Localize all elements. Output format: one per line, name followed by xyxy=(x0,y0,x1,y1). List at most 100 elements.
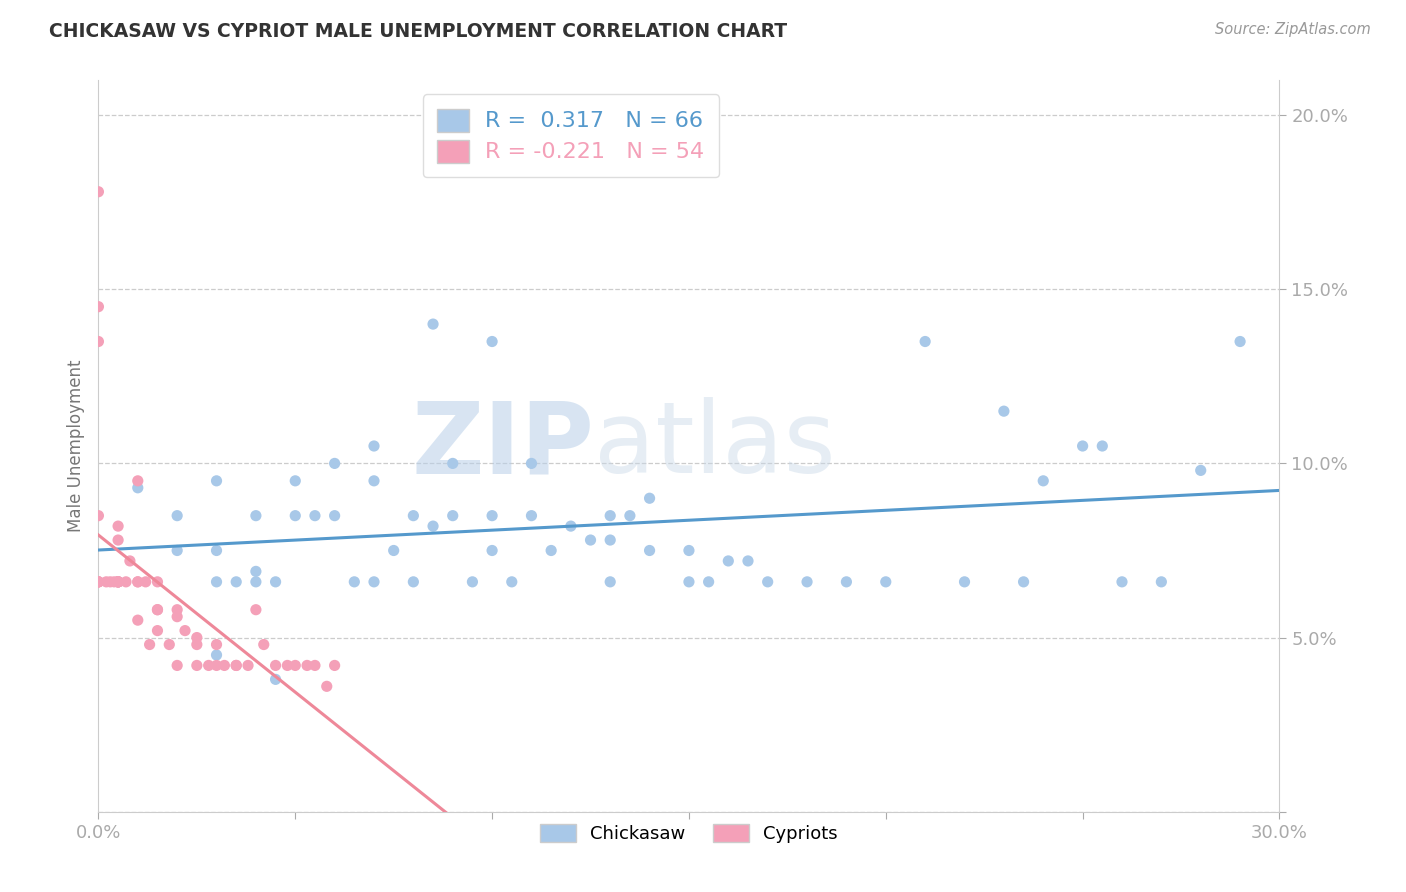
Point xyxy=(127,574,149,589)
Point xyxy=(107,574,129,589)
Point xyxy=(315,679,337,693)
Point xyxy=(461,574,484,589)
Point xyxy=(264,673,287,687)
Point xyxy=(993,404,1015,418)
Point xyxy=(146,603,169,617)
Point xyxy=(127,474,149,488)
Point xyxy=(264,658,287,673)
Point xyxy=(186,638,208,652)
Point xyxy=(284,658,307,673)
Point xyxy=(422,519,444,533)
Point xyxy=(186,631,208,645)
Point xyxy=(98,574,121,589)
Point xyxy=(1032,474,1054,488)
Point xyxy=(914,334,936,349)
Point xyxy=(87,185,110,199)
Point xyxy=(323,457,346,471)
Text: ZIP: ZIP xyxy=(412,398,595,494)
Point xyxy=(166,609,188,624)
Point xyxy=(87,508,110,523)
Point xyxy=(481,334,503,349)
Point xyxy=(1150,574,1173,589)
Point xyxy=(87,574,110,589)
Point xyxy=(284,508,307,523)
Point xyxy=(717,554,740,568)
Point xyxy=(146,624,169,638)
Point xyxy=(276,658,298,673)
Point xyxy=(1091,439,1114,453)
Point xyxy=(107,574,129,589)
Point xyxy=(422,317,444,331)
Point xyxy=(796,574,818,589)
Point xyxy=(678,543,700,558)
Point xyxy=(1071,439,1094,453)
Point xyxy=(1229,334,1251,349)
Point xyxy=(107,574,129,589)
Point xyxy=(205,638,228,652)
Point xyxy=(638,543,661,558)
Point xyxy=(87,334,110,349)
Point xyxy=(205,574,228,589)
Point xyxy=(135,574,157,589)
Point xyxy=(87,574,110,589)
Point xyxy=(127,574,149,589)
Point xyxy=(1111,574,1133,589)
Text: atlas: atlas xyxy=(595,398,837,494)
Point xyxy=(284,474,307,488)
Point xyxy=(638,491,661,506)
Point xyxy=(205,648,228,662)
Point xyxy=(225,574,247,589)
Point xyxy=(953,574,976,589)
Point xyxy=(166,508,188,523)
Point xyxy=(481,543,503,558)
Point xyxy=(205,658,228,673)
Point xyxy=(87,574,110,589)
Point xyxy=(737,554,759,568)
Point xyxy=(245,574,267,589)
Point xyxy=(87,300,110,314)
Point xyxy=(599,533,621,547)
Point xyxy=(599,508,621,523)
Point xyxy=(115,574,138,589)
Point xyxy=(96,574,118,589)
Point xyxy=(540,543,562,558)
Point xyxy=(1189,463,1212,477)
Point xyxy=(107,519,129,533)
Point xyxy=(245,603,267,617)
Point xyxy=(520,508,543,523)
Legend: Chickasaw, Cypriots: Chickasaw, Cypriots xyxy=(533,816,845,850)
Point xyxy=(520,457,543,471)
Point xyxy=(756,574,779,589)
Point xyxy=(205,474,228,488)
Point xyxy=(599,574,621,589)
Point xyxy=(835,574,858,589)
Point xyxy=(304,658,326,673)
Point xyxy=(197,658,219,673)
Point xyxy=(697,574,720,589)
Point xyxy=(225,658,247,673)
Point xyxy=(87,574,110,589)
Point xyxy=(1012,574,1035,589)
Point xyxy=(245,508,267,523)
Point xyxy=(560,519,582,533)
Point xyxy=(103,574,125,589)
Point xyxy=(107,574,129,589)
Point xyxy=(619,508,641,523)
Point xyxy=(118,554,141,568)
Point xyxy=(146,603,169,617)
Point xyxy=(236,658,259,673)
Point xyxy=(157,638,180,652)
Point xyxy=(253,638,276,652)
Text: Source: ZipAtlas.com: Source: ZipAtlas.com xyxy=(1215,22,1371,37)
Point xyxy=(264,574,287,589)
Point xyxy=(678,574,700,589)
Point xyxy=(304,508,326,523)
Text: CHICKASAW VS CYPRIOT MALE UNEMPLOYMENT CORRELATION CHART: CHICKASAW VS CYPRIOT MALE UNEMPLOYMENT C… xyxy=(49,22,787,41)
Point xyxy=(441,457,464,471)
Point xyxy=(205,543,228,558)
Point xyxy=(579,533,602,547)
Point xyxy=(107,574,129,589)
Point xyxy=(127,613,149,627)
Point xyxy=(323,508,346,523)
Point xyxy=(107,533,129,547)
